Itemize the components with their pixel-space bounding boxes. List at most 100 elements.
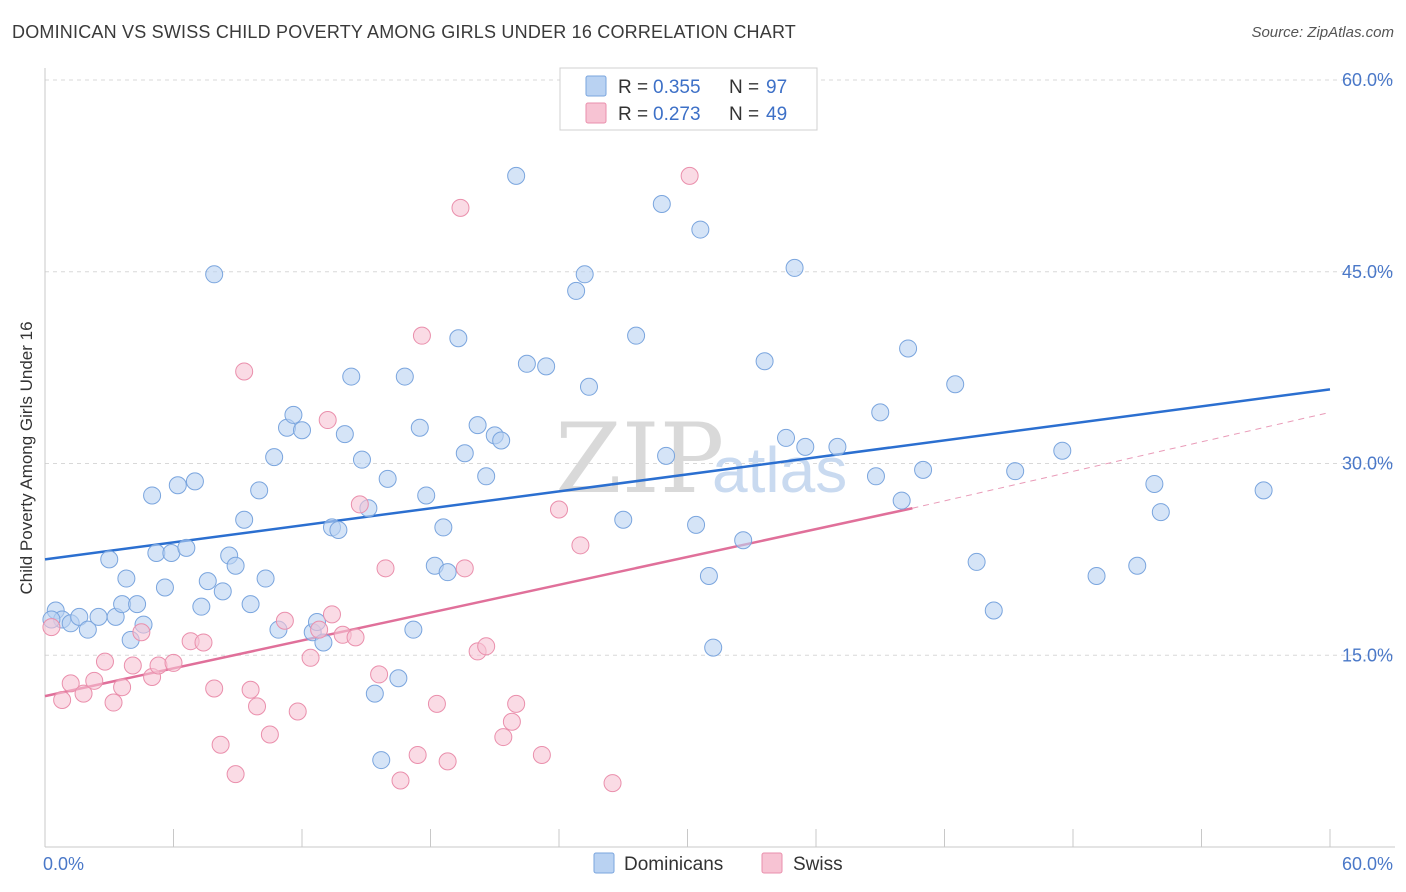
y-tick-labels: 15.0% 30.0% 45.0% 60.0% <box>1342 70 1393 665</box>
dominican-point <box>198 572 217 591</box>
dominican-point <box>352 450 371 469</box>
y-tick-label: 15.0% <box>1342 645 1393 665</box>
dominican-point <box>914 460 933 479</box>
y-tick-label: 30.0% <box>1342 454 1393 474</box>
swiss-point <box>149 656 168 675</box>
swiss-point <box>85 671 104 690</box>
dominican-points <box>42 166 1273 770</box>
trend-lines <box>44 388 1331 698</box>
swiss-point <box>275 611 294 630</box>
dominican-point <box>143 486 162 505</box>
dominican-point <box>579 377 598 396</box>
dominican-point <box>185 472 204 491</box>
swiss-point <box>318 411 337 430</box>
dominican-point <box>507 166 526 185</box>
dominican-point <box>372 751 391 770</box>
dominican-point <box>468 416 487 435</box>
dominican-point <box>78 620 97 639</box>
legend-n-value-2: 49 <box>766 104 787 125</box>
dominican-point <box>755 352 774 371</box>
swiss-point <box>95 652 114 671</box>
legend-n-label-2: N = <box>729 104 759 125</box>
series-legend: Dominicans Swiss <box>593 852 843 875</box>
swiss-points <box>42 166 699 793</box>
dominican-point <box>265 448 284 467</box>
dominican-point <box>241 595 260 614</box>
swiss-trend-line <box>44 507 913 698</box>
swiss-point <box>494 728 513 747</box>
swiss-point <box>123 656 142 675</box>
swiss-point <box>248 697 267 716</box>
dominican-point <box>785 258 804 277</box>
legend-r-label-1: R = <box>618 77 648 98</box>
chart-title: DOMINICAN VS SWISS CHILD POVERTY AMONG G… <box>12 22 797 42</box>
dominican-point <box>517 354 536 373</box>
swiss-point <box>288 702 307 721</box>
swiss-point <box>451 198 470 217</box>
swiss-point <box>550 500 568 519</box>
dominican-point <box>168 476 187 495</box>
swiss-point <box>301 648 320 667</box>
dominican-point <box>687 515 706 534</box>
dominican-point <box>100 550 119 569</box>
dominican-point <box>455 444 474 463</box>
dominican-point <box>226 556 245 575</box>
dominican-point <box>329 520 348 539</box>
bottom-legend-swiss: Swiss <box>793 854 843 875</box>
dominican-point <box>213 582 232 601</box>
dominican-point <box>177 538 196 557</box>
swiss-point <box>104 693 123 712</box>
dominican-point <box>892 491 911 510</box>
swiss-point <box>438 752 457 771</box>
dominican-point <box>155 578 174 597</box>
dominican-point <box>434 518 453 537</box>
swiss-point <box>42 618 61 637</box>
dominican-point <box>567 281 586 300</box>
dominican-point <box>284 405 303 424</box>
source-credit: Source: ZipAtlas.com <box>1251 24 1394 41</box>
swiss-point <box>427 694 446 713</box>
swiss-point <box>350 495 369 514</box>
swiss-point <box>194 633 213 652</box>
x-tick-labels: 0.0% 60.0% <box>43 854 1393 874</box>
dominican-point <box>89 607 108 626</box>
swiss-point <box>455 559 474 578</box>
dominican-point <box>1006 462 1025 481</box>
x-tick-label: 60.0% <box>1342 854 1393 874</box>
dominican-point <box>70 607 89 626</box>
dominican-point <box>652 194 671 213</box>
watermark-atlas: atlas <box>712 434 847 506</box>
dominican-point <box>1053 441 1072 460</box>
dominican-point <box>984 601 1003 620</box>
dominican-point <box>293 421 311 440</box>
swiss-point <box>322 605 341 624</box>
dominican-point <box>575 265 594 284</box>
dominican-point <box>417 486 436 505</box>
dominican-point <box>256 569 275 588</box>
legend-swatch-swiss <box>585 102 607 124</box>
swiss-point <box>603 774 622 793</box>
dominican-point <box>777 428 796 447</box>
dominican-point <box>192 597 211 616</box>
dominican-point <box>657 446 676 465</box>
swiss-point <box>310 620 329 639</box>
y-tick-label: 45.0% <box>1342 262 1393 282</box>
dominican-point <box>1087 566 1106 585</box>
legend-r-value-2: 0.273 <box>653 104 701 125</box>
swiss-point <box>532 745 551 764</box>
dominican-point <box>691 220 710 239</box>
correlation-legend: R = 0.355 N = 97 R = 0.273 N = 49 <box>559 67 818 131</box>
dominican-point <box>1128 556 1147 575</box>
dominican-point <box>389 669 408 688</box>
dominican-point <box>205 265 224 284</box>
legend-n-label-1: N = <box>729 77 759 98</box>
watermark: ZIP atlas <box>555 403 847 515</box>
swiss-point <box>346 628 365 647</box>
swiss-point <box>408 745 427 764</box>
dominican-point <box>250 481 269 500</box>
dominican-point <box>404 620 423 639</box>
dominican-point <box>477 467 496 486</box>
dominican-point <box>449 329 468 348</box>
legend-r-value-1: 0.355 <box>653 77 701 98</box>
swiss-point <box>412 326 431 345</box>
